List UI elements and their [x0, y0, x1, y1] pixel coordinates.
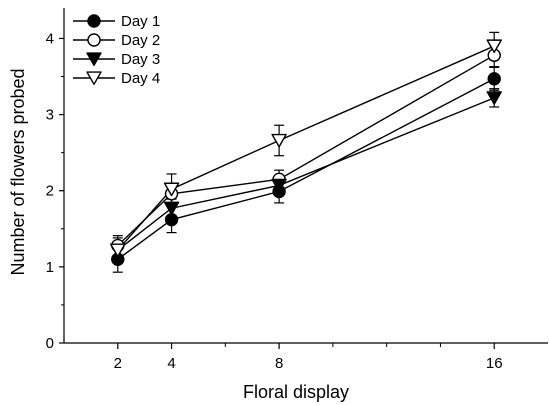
legend-label: Day 1: [121, 13, 160, 30]
y-tick-label: 1: [46, 259, 54, 276]
legend-marker: [87, 33, 101, 47]
series-line-4: [117, 45, 495, 251]
data-point-series-3: [271, 178, 287, 193]
axes: 0 1 2 3 4 2 4 8 16: [46, 8, 548, 372]
series-markers: [110, 31, 502, 273]
x-tick-label: 16: [486, 355, 503, 372]
legend: Day 1 Day 2 Day 3 Day 4: [73, 13, 160, 87]
series-line-1: [117, 78, 495, 260]
x-tick-label: 2: [114, 355, 122, 372]
y-tick-label: 3: [46, 107, 54, 124]
data-point-series-4: [110, 243, 126, 258]
y-tick-label: 0: [46, 335, 54, 352]
series-lines: [117, 45, 495, 260]
legend-marker: [87, 14, 101, 28]
y-tick-label: 2: [46, 183, 54, 200]
x-axis-title: Floral display: [243, 382, 349, 402]
data-point-series-4: [486, 39, 502, 54]
data-point-series-1: [487, 72, 501, 86]
legend-label: Day 4: [121, 70, 160, 87]
data-point-series-4: [271, 133, 287, 148]
legend-label: Day 3: [121, 51, 160, 68]
data-point-series-1: [164, 212, 179, 227]
x-tick-label: 8: [275, 355, 283, 372]
y-axis-title: Number of flowers probed: [8, 68, 28, 275]
legend-label: Day 2: [121, 32, 160, 49]
data-point-series-3: [486, 91, 502, 105]
legend-marker: [86, 71, 102, 86]
series-line-3: [117, 97, 495, 251]
y-tick-label: 4: [46, 30, 54, 47]
data-point-series-4: [163, 182, 180, 197]
data-point-series-3: [163, 201, 180, 216]
legend-marker: [86, 52, 102, 67]
x-tick-label: 4: [167, 355, 175, 372]
